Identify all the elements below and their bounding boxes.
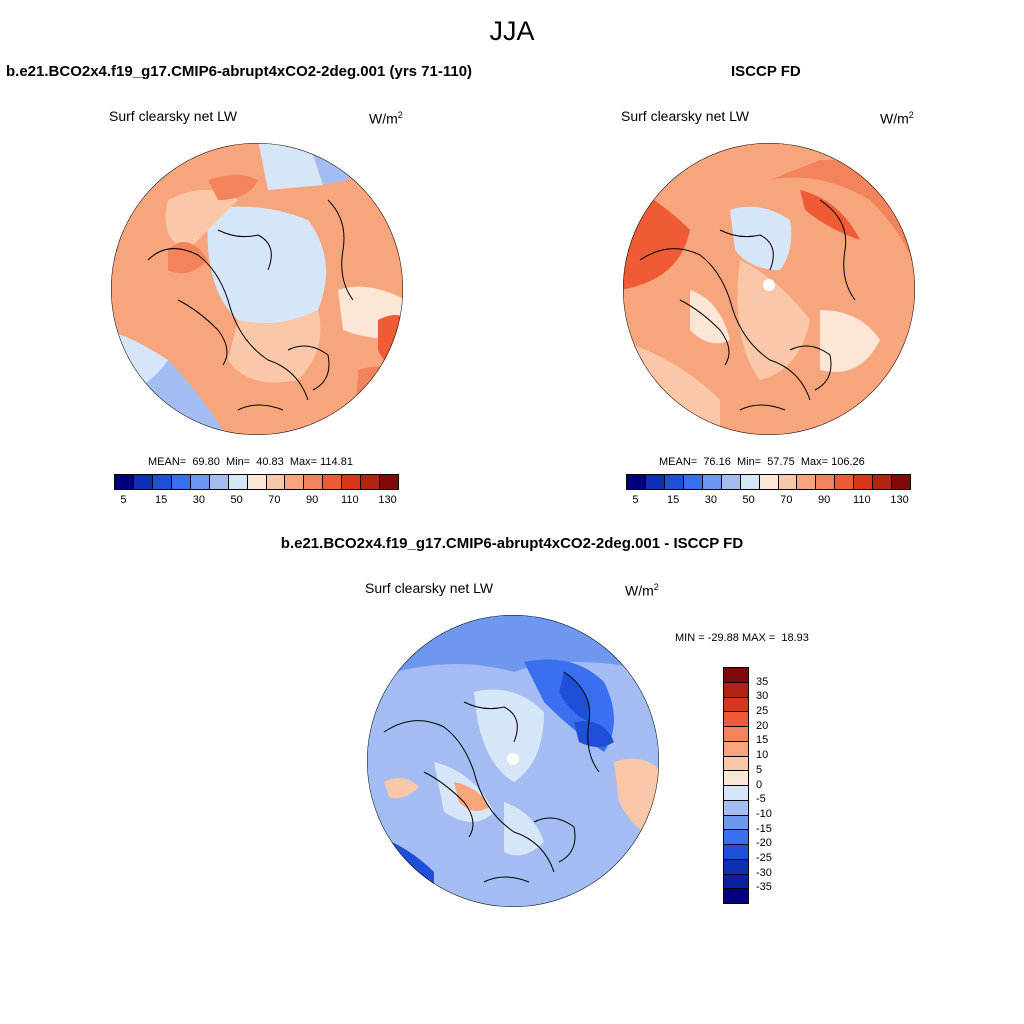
colorbar-swatch — [724, 845, 748, 860]
colorbar-diff-label: -20 — [756, 837, 772, 850]
colorbar-swatch — [724, 668, 748, 683]
colorbar-swatch — [797, 475, 817, 489]
colorbar-diff-label: 15 — [756, 734, 769, 747]
colorbar-diff-label: 30 — [756, 690, 769, 703]
panel-model-units: W/m2 — [369, 110, 403, 127]
panel-diff-variable: Surf clearsky net LW — [365, 580, 494, 596]
panel-model-stats: MEAN= 69.80 Min= 40.83 Max= 114.81 — [148, 456, 353, 468]
colorbar-tick-label: 30 — [704, 494, 718, 506]
colorbar-swatch — [724, 756, 748, 772]
colorbar-swatch — [724, 697, 748, 713]
colorbar-swatch — [724, 874, 748, 890]
colorbar-swatch — [152, 475, 172, 489]
colorbar-diff-label: -15 — [756, 822, 772, 835]
colorbar-tick-label: 15 — [667, 494, 680, 506]
colorbar-swatch — [721, 475, 741, 489]
colorbar-tick-label: 5 — [120, 494, 127, 506]
panel-diff-units: W/m2 — [625, 582, 659, 599]
panel-model-variable: Surf clearsky net LW — [109, 108, 238, 124]
colorbar-swatch — [627, 475, 646, 489]
map-diff — [367, 615, 659, 907]
colorbar-tick-label: 15 — [155, 494, 168, 506]
colorbar-swatch — [380, 475, 399, 489]
colorbar-swatch — [361, 475, 381, 489]
colorbar-model — [114, 474, 399, 490]
map-model — [111, 143, 403, 435]
colorbar-swatch — [778, 475, 798, 489]
panel-diff-title: b.e21.BCO2x4.f19_g17.CMIP6-abrupt4xCO2-2… — [280, 535, 744, 552]
colorbar-tick-label: 90 — [305, 494, 319, 506]
colorbar-swatch — [323, 475, 343, 489]
colorbar-swatch — [854, 475, 874, 489]
colorbar-diff-label: -10 — [756, 807, 772, 820]
colorbar-swatch — [664, 475, 684, 489]
colorbar-swatch — [115, 475, 134, 489]
colorbar-diff-label: -5 — [756, 793, 766, 806]
panel-model-title: b.e21.BCO2x4.f19_g17.CMIP6-abrupt4xCO2-2… — [6, 63, 473, 80]
colorbar-swatch — [285, 475, 305, 489]
colorbar-swatch — [816, 475, 836, 489]
colorbar-tick-label: 70 — [780, 494, 793, 506]
colorbar-tick-label: 50 — [742, 494, 755, 506]
colorbar-swatch — [724, 815, 748, 831]
colorbar-diff-label: -30 — [756, 866, 772, 879]
colorbar-swatch — [740, 475, 760, 489]
colorbar-tick-label: 130 — [890, 494, 909, 506]
colorbar-swatch — [724, 712, 748, 727]
colorbar-swatch — [702, 475, 722, 489]
colorbar-swatch — [133, 475, 153, 489]
panel-obs-variable: Surf clearsky net LW — [621, 108, 750, 124]
colorbar-diff-label: 10 — [756, 749, 769, 762]
colorbar-tick-label: 90 — [817, 494, 831, 506]
colorbar-swatch — [342, 475, 362, 489]
panel-obs-stats: MEAN= 76.16 Min= 57.75 Max= 106.26 — [659, 456, 865, 468]
colorbar-swatch — [724, 741, 748, 757]
colorbar-swatch — [759, 475, 779, 489]
colorbar-swatch — [266, 475, 286, 489]
colorbar-diff-label: 5 — [756, 763, 763, 776]
colorbar-swatch — [724, 859, 748, 875]
colorbar-tick-label: 70 — [268, 494, 281, 506]
map-obs — [623, 143, 915, 435]
colorbar-swatch — [724, 727, 748, 742]
colorbar-swatch — [683, 475, 703, 489]
colorbar-tick-label: 30 — [192, 494, 206, 506]
colorbar-swatch — [724, 682, 748, 698]
colorbar-swatch — [724, 786, 748, 801]
colorbar-swatch — [304, 475, 324, 489]
colorbar-tick-label: 5 — [632, 494, 639, 506]
colorbar-swatch — [645, 475, 665, 489]
colorbar-diff-label: 0 — [756, 778, 763, 791]
colorbar-swatch — [724, 771, 748, 786]
colorbar-obs — [626, 474, 911, 490]
colorbar-swatch — [209, 475, 229, 489]
colorbar-tick-label: 50 — [230, 494, 243, 506]
colorbar-swatch — [190, 475, 210, 489]
colorbar-diff-label: -25 — [756, 851, 772, 864]
colorbar-swatch — [724, 830, 748, 845]
colorbar-swatch — [724, 889, 748, 903]
panel-obs-title: ISCCP FD — [731, 63, 801, 80]
colorbar-diff-label: -35 — [756, 881, 772, 894]
colorbar-tick-label: 110 — [341, 494, 359, 506]
figure-title: JJA — [489, 16, 535, 46]
colorbar-swatch — [873, 475, 893, 489]
colorbar-diff — [723, 667, 749, 904]
colorbar-swatch — [835, 475, 855, 489]
colorbar-swatch — [724, 800, 748, 816]
colorbar-swatch — [228, 475, 248, 489]
colorbar-tick-label: 130 — [378, 494, 397, 506]
colorbar-swatch — [247, 475, 267, 489]
colorbar-swatch — [892, 475, 911, 489]
panel-diff-stats: MIN = -29.88 MAX = 18.93 — [675, 632, 809, 644]
panel-obs-units: W/m2 — [880, 110, 914, 127]
colorbar-swatch — [171, 475, 191, 489]
colorbar-diff-label: 20 — [756, 719, 769, 732]
colorbar-diff-label: 25 — [756, 705, 769, 718]
colorbar-diff-label: 35 — [756, 675, 769, 688]
colorbar-tick-label: 110 — [853, 494, 871, 506]
